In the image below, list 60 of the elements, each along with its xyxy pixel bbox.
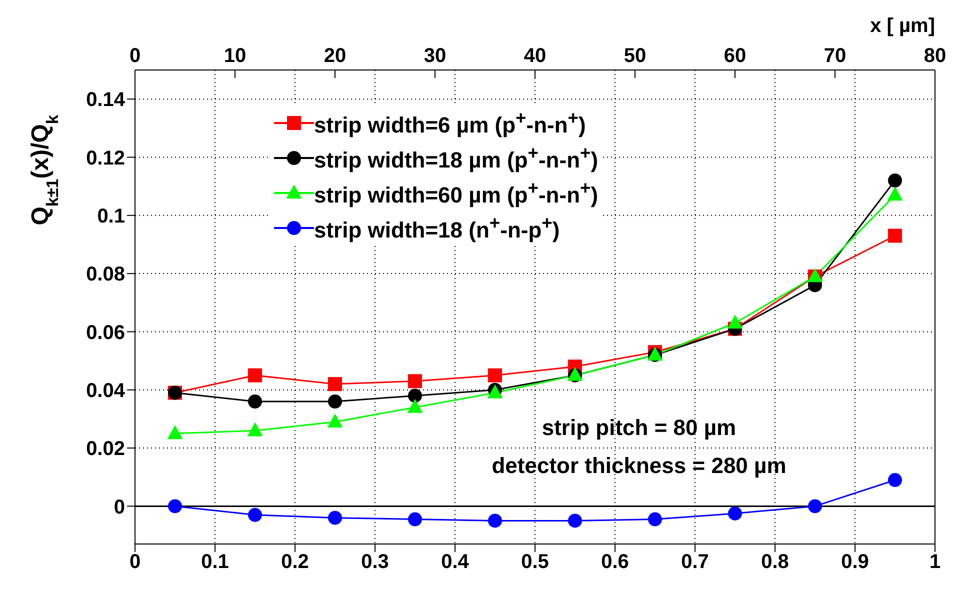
y-tick-label: 0.1 xyxy=(97,206,125,228)
x-tick-label: 0.8 xyxy=(761,551,789,574)
point xyxy=(248,394,262,409)
x2-tick-label: 30 xyxy=(424,45,446,67)
x2-tick-label: 50 xyxy=(624,45,646,67)
annotation: strip pitch = 80 µm xyxy=(542,414,736,440)
x2-axis-title: x [ µm] xyxy=(870,15,935,37)
y-tick-label: 0.04 xyxy=(86,380,126,402)
annotation: detector thickness = 280 µm xyxy=(492,452,786,478)
point xyxy=(328,394,342,409)
x2-tick-label: 10 xyxy=(224,45,246,67)
x2-tick-label: 80 xyxy=(924,45,946,67)
legend-label: strip width=18 µm (p$^{+}$-n-n$^{+}$) xyxy=(314,142,598,174)
point xyxy=(407,398,423,413)
x2-tick-label: 70 xyxy=(824,45,846,67)
y-tick-label: 0.02 xyxy=(86,438,125,460)
point xyxy=(568,514,582,528)
point xyxy=(888,473,902,488)
point xyxy=(408,388,422,403)
x-tick-label: 0.4 xyxy=(441,551,470,574)
point xyxy=(328,510,342,525)
point xyxy=(328,377,342,392)
y-tick-label: 0.06 xyxy=(86,322,125,344)
point xyxy=(887,186,903,201)
point xyxy=(327,413,343,428)
point xyxy=(168,499,182,514)
x-tick-label: 0.7 xyxy=(681,551,709,574)
x-tick-label: 1 xyxy=(929,551,941,574)
legend-label: strip width=6 µm (p$^{+}$-n-n$^{+}$) xyxy=(314,106,586,138)
x2-tick-label: 0 xyxy=(129,45,141,67)
point xyxy=(888,174,902,188)
x2-tick-label: 60 xyxy=(724,45,746,67)
point xyxy=(248,508,262,522)
legend-label: strip width=18 (n$^{+}$-n-p$^{+}$) xyxy=(314,212,560,244)
point xyxy=(727,314,743,329)
x-tick-label: 0.2 xyxy=(281,551,309,574)
x-tick-label: 0.9 xyxy=(841,551,869,574)
point xyxy=(488,368,502,382)
point xyxy=(488,514,502,528)
y-tick-label: 0.14 xyxy=(86,89,126,112)
x-tick-label: 0.3 xyxy=(361,551,389,574)
point xyxy=(248,368,262,382)
x-tick-label: 0.5 xyxy=(521,551,549,574)
y-tick-label: 0 xyxy=(114,496,125,518)
point xyxy=(888,228,902,243)
point xyxy=(728,506,742,520)
point xyxy=(648,512,662,526)
point xyxy=(408,512,422,526)
x-tick-label: 0 xyxy=(129,551,141,574)
point xyxy=(408,374,422,388)
y-tick-label: 0.08 xyxy=(86,264,125,286)
y-tick-label: 0.12 xyxy=(86,147,125,170)
x-tick-label: 0.6 xyxy=(601,551,629,574)
point xyxy=(247,422,263,436)
legend-label: strip width=60 µm (p$^{+}$-n-n$^{+}$) xyxy=(314,176,598,208)
x-tick-label: 0.1 xyxy=(201,551,229,574)
x2-tick-label: 40 xyxy=(524,45,546,67)
x2-tick-label: 20 xyxy=(324,45,346,67)
point xyxy=(808,499,822,514)
point xyxy=(167,425,183,440)
